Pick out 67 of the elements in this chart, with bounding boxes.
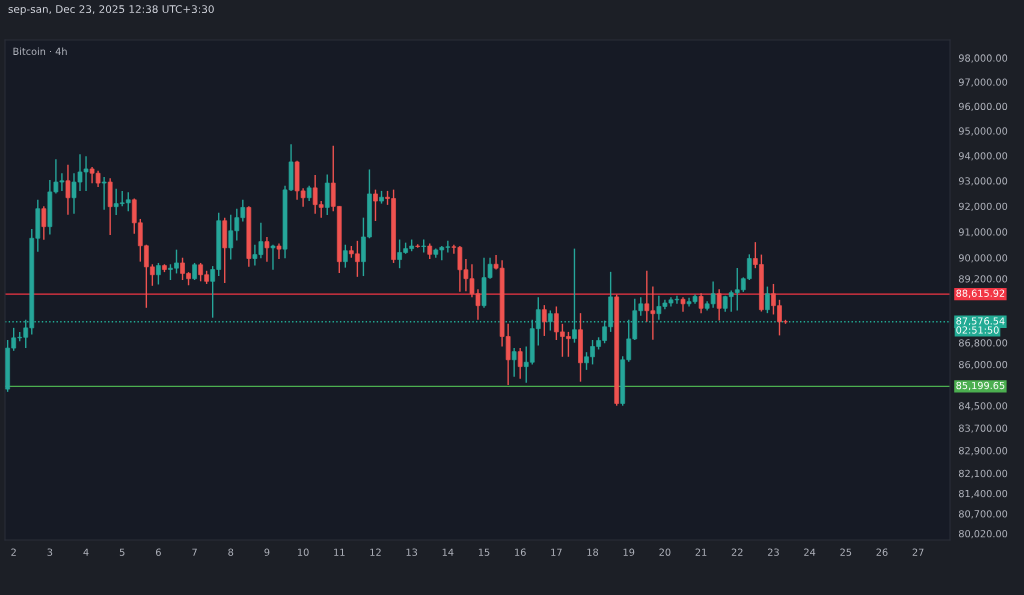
y-tick-label: 96,000.00 <box>958 102 1008 112</box>
x-tick-label: 20 <box>659 548 671 556</box>
x-tick-label: 6 <box>155 548 161 556</box>
x-tick-label: 5 <box>119 548 125 556</box>
x-tick-label: 3 <box>47 548 53 556</box>
x-tick-label: 17 <box>551 548 562 556</box>
x-tick-label: 8 <box>228 548 234 556</box>
ref-line-label: 87,576.54 <box>956 317 1005 326</box>
y-tick-label: 81,400.00 <box>958 489 1008 499</box>
y-tick-label: 93,000.00 <box>958 177 1008 186</box>
y-tick-label: 80,020.00 <box>958 530 1008 539</box>
x-tick-label: 12 <box>370 548 381 556</box>
y-tick-label: 84,500.00 <box>958 402 1008 411</box>
y-tick-label: 83,700.00 <box>958 424 1008 433</box>
x-tick-label: 11 <box>334 548 345 556</box>
y-tick-label: 82,900.00 <box>958 447 1008 456</box>
x-tick-label: 2 <box>11 548 16 556</box>
y-tick-label: 98,000.00 <box>958 54 1008 63</box>
x-tick-label: 19 <box>623 548 635 556</box>
x-tick-label: 16 <box>515 548 526 556</box>
x-tick-label: 27 <box>912 548 924 556</box>
x-tick-label: 24 <box>804 548 816 556</box>
candlestick <box>765 285 770 314</box>
candlestick <box>264 236 270 263</box>
y-tick-label: 82,100.00 <box>958 469 1008 479</box>
candlestick <box>65 163 71 216</box>
x-tick-label: 4 <box>83 548 89 556</box>
candlestick <box>511 347 517 378</box>
candlestick <box>41 205 47 241</box>
y-tick-label: 80,700.00 <box>958 510 1008 519</box>
y-tick-label: 94,000.00 <box>958 152 1008 161</box>
x-tick-label: 18 <box>587 548 599 556</box>
x-tick-label: 15 <box>478 548 490 556</box>
x-tick-label: 14 <box>442 548 454 556</box>
y-tick-label: 97,000.00 <box>958 78 1008 87</box>
y-tick-label: 90,000.00 <box>958 254 1008 263</box>
y-tick-label: 86,800.00 <box>958 339 1008 348</box>
candlestick <box>270 244 276 271</box>
ref-line-label: 88,615.92 <box>956 289 1005 298</box>
text: 02:51:50 <box>956 326 999 334</box>
candlestick <box>716 288 722 322</box>
text: sep-san, Dec 23, 2025 12:38 UTC+3:30 <box>8 5 214 16</box>
candlestick <box>698 292 704 314</box>
candlestick <box>541 304 547 337</box>
y-tick-label: 95,000.00 <box>958 127 1008 136</box>
y-tick-label: 91,000.00 <box>958 228 1008 237</box>
y-tick-label: 89,200.00 <box>958 275 1008 284</box>
x-tick-label: 23 <box>767 548 779 556</box>
text: Bitcoin · 4h <box>13 47 67 56</box>
x-tick-label: 10 <box>298 548 309 556</box>
candlestick <box>680 296 686 313</box>
y-tick-label: 92,000.00 <box>958 202 1008 211</box>
y-tick-label: 86,000.00 <box>958 360 1008 370</box>
candlestick <box>276 242 282 260</box>
candlestick <box>156 262 161 286</box>
x-tick-label: 7 <box>192 548 197 556</box>
ref-line-label: 85,199.65 <box>956 381 1005 391</box>
candlestick <box>517 347 523 380</box>
x-tick-label: 13 <box>406 548 418 556</box>
x-tick-label: 22 <box>731 548 743 556</box>
candlestick <box>343 244 348 269</box>
candlestick <box>101 176 107 211</box>
x-tick-label: 26 <box>876 548 888 556</box>
x-tick-label: 9 <box>264 548 270 556</box>
candlestick <box>373 188 378 222</box>
x-tick-label: 21 <box>695 548 707 556</box>
x-tick-label: 25 <box>840 548 852 556</box>
